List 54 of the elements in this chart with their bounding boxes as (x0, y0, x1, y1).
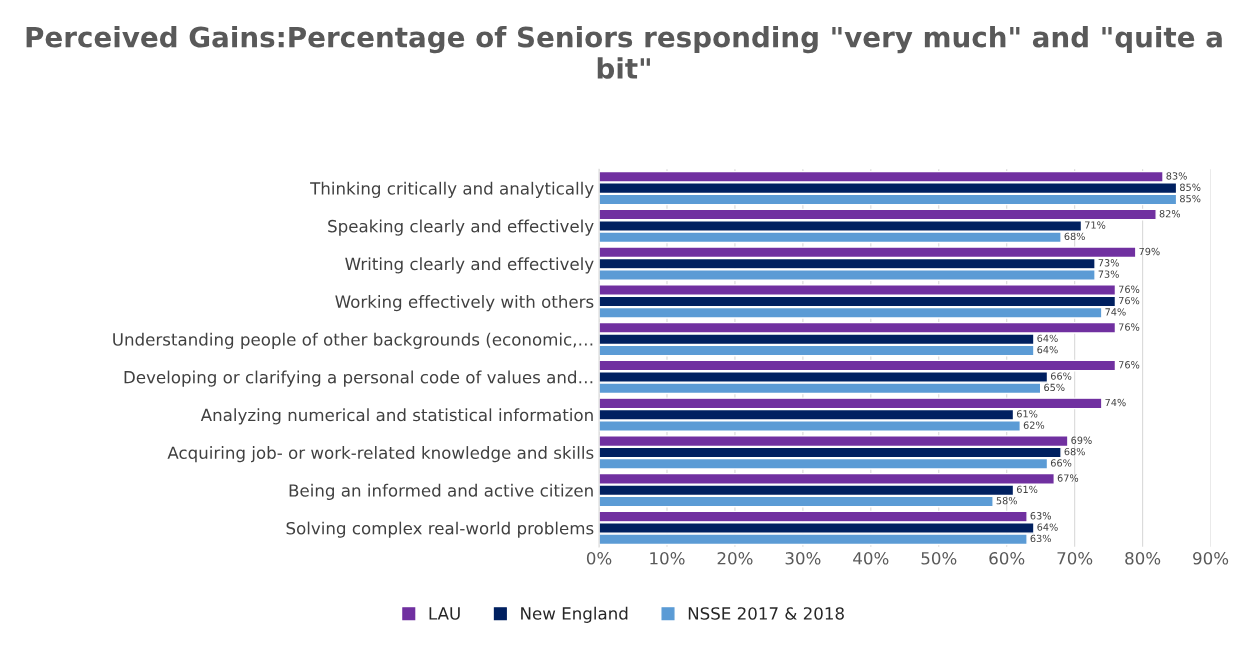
data-label: 58% (996, 497, 1017, 505)
legend-label: LAU (429, 607, 460, 620)
x-tick-label: 80% (1125, 552, 1161, 565)
data-label: 68% (1064, 447, 1085, 456)
y-tick-label: Writing clearly and effectively (345, 257, 594, 274)
x-tick-label: 20% (717, 552, 753, 565)
chart-title: Perceived Gains:Percentage of Seniors responding "very much" and "quite a bit" (26, 26, 1222, 79)
data-label: 67% (1057, 474, 1079, 482)
legend-label: New England (521, 606, 628, 623)
data-label: 64% (1037, 345, 1058, 354)
y-tick-label: Analyzing numerical and statistical information (200, 408, 593, 425)
data-label: 61% (1016, 485, 1038, 494)
data-label: 83% (1166, 172, 1187, 180)
data-label: 68% (1064, 232, 1085, 241)
data-label: 64% (1037, 334, 1058, 342)
data-label: 74% (1105, 398, 1126, 407)
data-label: 71% (1085, 221, 1106, 229)
data-label: 63% (1030, 534, 1051, 543)
data-label: 82% (1159, 210, 1181, 218)
data-label: 79% (1139, 247, 1160, 256)
x-tick-label: 30% (785, 552, 821, 565)
data-label: 64% (1037, 523, 1058, 531)
data-label: 73% (1098, 270, 1119, 278)
x-tick-label: 70% (1057, 552, 1093, 565)
x-tick-label: 90% (1193, 552, 1229, 565)
data-label: 66% (1050, 459, 1072, 467)
x-tick-label: 50% (921, 552, 957, 565)
x-tick-label: 60% (989, 552, 1025, 565)
data-label: 69% (1071, 436, 1092, 444)
data-label: 76% (1119, 296, 1140, 305)
x-tick-label: 10% (650, 552, 685, 565)
y-tick-label: Developing or clarifying a personal code of values and… (124, 370, 593, 387)
data-label: 62% (1023, 421, 1045, 429)
legend-label: NSSE 2017 & 2018 (688, 607, 844, 620)
data-label: 76% (1119, 323, 1140, 331)
data-label: 76% (1119, 285, 1140, 293)
data-label: 74% (1105, 308, 1126, 316)
x-tick-label: 40% (853, 552, 889, 565)
y-tick-label: Speaking clearly and effectively (328, 219, 594, 236)
x-tick-label: 0% (586, 552, 612, 565)
y-tick-label: Working effectively with others (335, 295, 594, 312)
y-tick-label: Thinking critically and analytically (310, 181, 594, 198)
data-label: 85% (1180, 183, 1201, 191)
y-tick-label: Being an informed and active citizen (289, 483, 593, 500)
y-tick-label: Acquiring job- or work-related knowledge and skills (167, 446, 594, 463)
data-label: 66% (1050, 372, 1072, 380)
data-label: 61% (1016, 410, 1038, 418)
data-label: 76% (1119, 361, 1140, 369)
data-label: 63% (1030, 512, 1051, 520)
y-tick-label: Understanding people of other backgrounds (economic,… (113, 332, 593, 349)
y-tick-label: Solving complex real-world problems (286, 521, 594, 538)
data-label: 65% (1044, 383, 1065, 392)
data-label: 73% (1098, 259, 1119, 267)
data-label: 85% (1180, 194, 1201, 203)
